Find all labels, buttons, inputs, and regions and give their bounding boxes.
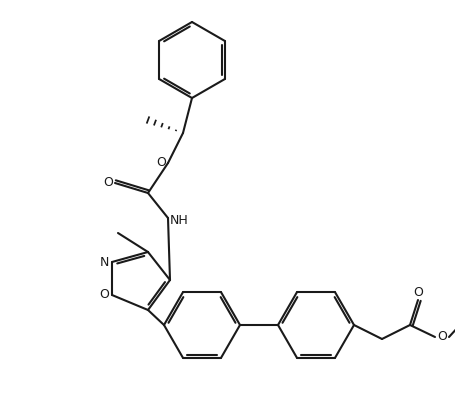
Text: O: O [103,176,113,188]
Text: O: O [99,289,109,301]
Text: O: O [156,157,166,169]
Text: O: O [436,330,446,344]
Text: NH: NH [169,214,188,226]
Text: N: N [99,256,108,268]
Text: O: O [412,285,422,299]
